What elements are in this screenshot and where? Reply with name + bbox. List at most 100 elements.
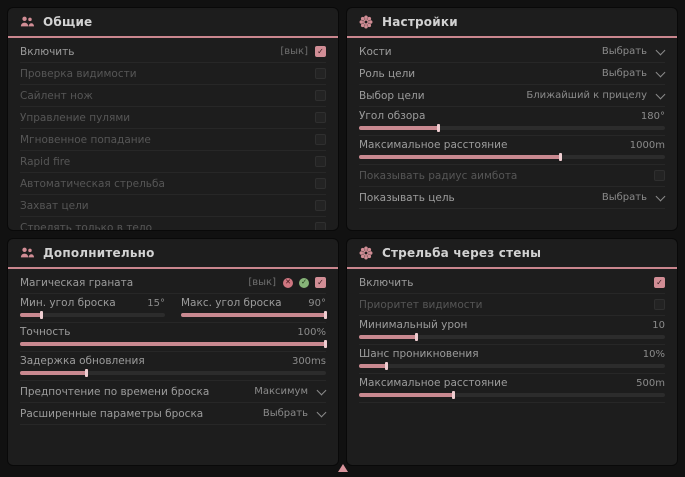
slider-fill [359,155,561,159]
slider-value: 100% [297,326,326,338]
slider-track[interactable] [20,369,326,377]
toggle-row: Мгновенное попадание [20,129,326,151]
gear-icon [359,246,373,260]
slider-group: Максимальное расстояние 500m [359,377,665,399]
checkbox[interactable] [315,178,326,189]
checkbox[interactable]: ✓ [315,277,326,288]
checkbox[interactable] [315,90,326,101]
dropdown-value: Выбрать [262,408,308,419]
slider-handle[interactable] [384,362,388,370]
slider-track[interactable] [359,333,665,341]
checkbox[interactable]: ✓ [315,46,326,57]
slider-track[interactable] [359,124,665,132]
slider-row: Максимальное расстояние 500m [359,374,665,403]
slider-handle[interactable] [85,369,89,377]
setting-label: Выбор цели [359,89,425,102]
panel-rows: Магическая граната [вык] ✕ ✓ ✓ Мин. угол брос… [8,269,338,465]
panel-rows: Включить [вык] ✓ Проверка видимости Сайлент … [8,38,338,230]
slider-track[interactable] [359,153,665,161]
slider-label: Максимальное расстояние [359,139,508,151]
dropdown[interactable]: Ближайший к прицелу [526,89,666,101]
setting-label: Приоритет видимости [359,298,483,311]
slider-handle[interactable] [415,333,419,341]
slider-label: Макс. угол броска [181,297,282,309]
checkbox[interactable] [654,299,665,310]
slider-group: Минимальный урон 10 [359,319,665,341]
dropdown[interactable]: Выбрать [601,45,666,57]
slider-track[interactable] [181,311,327,319]
slider-group: Шанс проникновения 10% [359,348,665,370]
checkbox[interactable] [315,156,326,167]
setting-label: Захват цели [20,199,89,212]
dropdown-row: Расширенные параметры броска Выбрать [20,403,327,425]
slider-handle[interactable] [324,311,327,319]
dropdown[interactable]: Выбрать [262,407,327,419]
slider-handle[interactable] [451,391,455,399]
dropdown[interactable]: Выбрать [601,67,666,79]
toggle-row: Автоматическая стрельба [20,173,326,195]
slider-track[interactable] [20,340,327,348]
toggle-row: Проверка видимости [20,63,326,85]
panel-wallbang: Стрельба через стены Включить ✓ Приоритет … [347,239,677,465]
setting-label: Мгновенное попадание [20,133,151,146]
panel-title: Стрельба через стены [382,246,542,260]
slider-pair-row: Мин. угол броска 15° Макс. угол броска 90° [20,294,327,323]
setting-label: Роль цели [359,67,416,80]
slider-fill [359,126,439,130]
slider-value: 180° [640,110,665,122]
checkbox[interactable] [315,68,326,79]
deny-icon[interactable]: ✕ [283,277,293,288]
setting-label: Rapid fire [20,155,71,168]
panel-settings: Настройки Кости Выбрать Роль цели Выбрать Вы… [347,8,677,230]
setting-label: Автоматическая стрельба [20,177,165,190]
checkbox[interactable] [315,222,326,230]
setting-label: Предпочтение по времени броска [20,385,210,398]
slider-fill [359,364,387,368]
toggle-row: Приоритет видимости [359,294,665,316]
chevron-down-icon [316,385,327,395]
checkbox[interactable]: ✓ [654,277,665,288]
slider-row: Угол обзора 180° [359,107,665,136]
slider-value: 90° [308,297,326,309]
checkbox[interactable] [315,200,326,211]
slider-row: Точность 100% [20,323,327,352]
setting-label: Включить [20,45,75,58]
dropdown[interactable]: Максимум [254,385,327,397]
setting-label: Включить [359,276,414,289]
dropdown[interactable]: Выбрать [602,191,666,203]
setting-label: Кости [359,45,392,58]
toggle-row: Управление пулями [20,107,326,129]
slider-row: Минимальный урон 10 [359,316,665,345]
slider-track[interactable] [20,311,165,319]
slider-row: Шанс проникновения 10% [359,345,665,374]
dropdown-value: Выбрать [601,46,647,57]
users-icon [20,247,34,258]
slider-handle[interactable] [558,153,562,161]
slider-value: 10 [652,319,665,331]
slider-track[interactable] [359,391,665,399]
hotkey-label: [вык] [280,46,308,57]
slider-handle[interactable] [324,340,327,348]
checkbox[interactable] [315,112,326,123]
panel-title: Дополнительно [43,246,155,260]
slider-handle[interactable] [436,124,440,132]
hotkey-label: [вык] [248,277,276,288]
toggle-row: Включить [вык] ✓ [20,41,326,63]
checkbox[interactable] [654,170,665,181]
allow-icon[interactable]: ✓ [299,277,309,288]
slider-value: 10% [642,348,665,360]
panel-header: Стрельба через стены [347,239,677,267]
slider-handle[interactable] [39,311,43,319]
toggle-row: Магическая граната [вык] ✕ ✓ ✓ [20,272,326,294]
chevron-down-icon [655,67,666,77]
checkbox[interactable] [315,134,326,145]
slider-group: Точность 100% [20,326,327,348]
slider-track[interactable] [359,362,665,370]
slider-row: Максимальное расстояние 1000m [359,136,665,165]
header-divider [347,267,677,269]
slider-group: Максимальное расстояние 1000m [359,139,665,161]
dropdown-row: Кости Выбрать [359,41,666,63]
dropdown-value: Ближайший к прицелу [526,90,647,101]
dropdown-value: Выбрать [601,68,647,79]
